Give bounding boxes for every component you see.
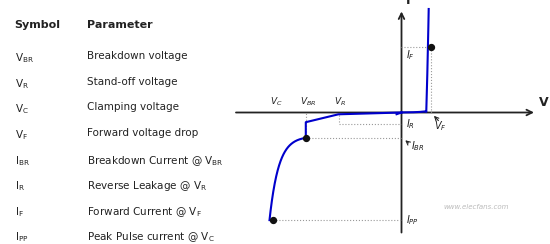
Text: V: V <box>538 96 548 109</box>
Text: Peak Pulse current @ $\mathsf{V_C}$: Peak Pulse current @ $\mathsf{V_C}$ <box>87 231 214 244</box>
Text: $I_R$: $I_R$ <box>405 117 415 131</box>
Text: Clamping voltage: Clamping voltage <box>87 102 179 112</box>
Text: $V_C$: $V_C$ <box>270 96 282 108</box>
Text: $\mathsf{V_{BR}}$: $\mathsf{V_{BR}}$ <box>14 51 34 65</box>
Point <box>301 136 310 140</box>
Text: Stand-off voltage: Stand-off voltage <box>87 77 177 87</box>
Text: $V_F$: $V_F$ <box>434 119 447 133</box>
Text: Breakdown Current @ $\mathsf{V_{BR}}$: Breakdown Current @ $\mathsf{V_{BR}}$ <box>87 154 223 168</box>
Text: $\mathsf{I_R}$: $\mathsf{I_R}$ <box>14 179 25 193</box>
Text: $\mathsf{V_C}$: $\mathsf{V_C}$ <box>14 102 28 116</box>
Text: Parameter: Parameter <box>87 20 152 30</box>
Text: Forward Current @ $\mathsf{V_F}$: Forward Current @ $\mathsf{V_F}$ <box>87 205 201 219</box>
Text: $\mathsf{V_R}$: $\mathsf{V_R}$ <box>14 77 29 91</box>
Text: www.elecfans.com: www.elecfans.com <box>443 204 509 211</box>
Text: $V_{BR}$: $V_{BR}$ <box>300 96 316 108</box>
Text: $I_{BR}$: $I_{BR}$ <box>410 139 424 153</box>
Text: $\mathsf{I_{PP}}$: $\mathsf{I_{PP}}$ <box>14 231 28 244</box>
Text: $I_F$: $I_F$ <box>405 48 415 62</box>
Text: Reverse Leakage @ $\mathsf{V_R}$: Reverse Leakage @ $\mathsf{V_R}$ <box>87 179 207 193</box>
Text: $\mathsf{I_{BR}}$: $\mathsf{I_{BR}}$ <box>14 154 30 168</box>
Text: $\mathsf{V_F}$: $\mathsf{V_F}$ <box>14 128 28 142</box>
Text: $I_{PP}$: $I_{PP}$ <box>405 213 419 227</box>
Text: Symbol: Symbol <box>14 20 60 30</box>
Text: I: I <box>405 0 410 7</box>
Text: Breakdown voltage: Breakdown voltage <box>87 51 187 61</box>
Text: $V_R$: $V_R$ <box>334 96 346 108</box>
Point <box>268 218 277 222</box>
Text: Forward voltage drop: Forward voltage drop <box>87 128 198 138</box>
Text: $\mathsf{I_F}$: $\mathsf{I_F}$ <box>14 205 24 219</box>
Point <box>427 45 436 49</box>
